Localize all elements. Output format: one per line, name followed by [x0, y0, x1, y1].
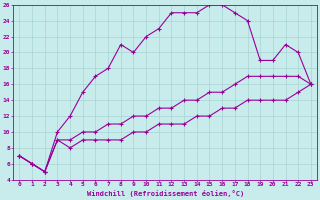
- X-axis label: Windchill (Refroidissement éolien,°C): Windchill (Refroidissement éolien,°C): [86, 190, 244, 197]
